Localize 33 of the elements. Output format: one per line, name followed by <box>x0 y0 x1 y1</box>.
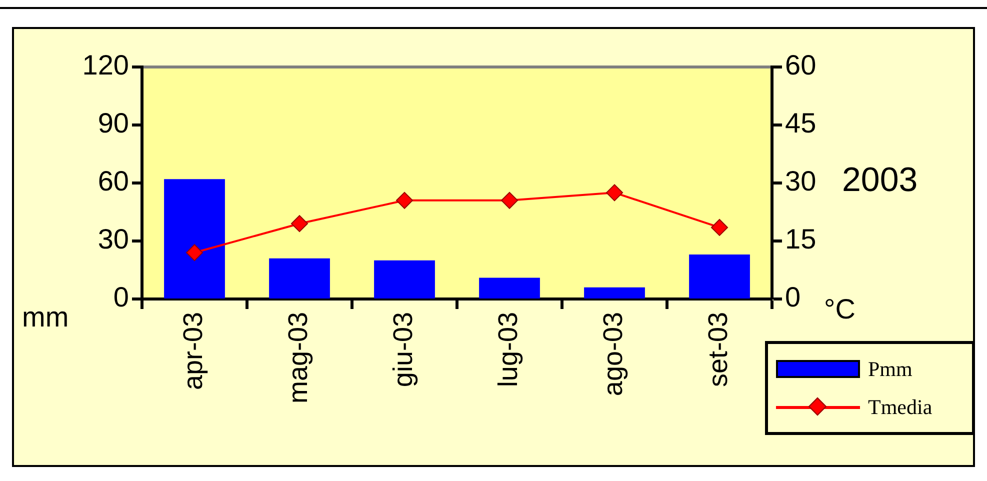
y-tick-label: 60 <box>98 166 129 197</box>
y2-axis-title: °C <box>824 294 856 325</box>
x-tick-label: ago-03 <box>598 312 628 396</box>
y2-tick-label: 0 <box>785 282 801 313</box>
y2-tick-label: 60 <box>785 50 816 81</box>
x-tick-label: lug-03 <box>492 312 523 388</box>
y-tick-label: 0 <box>113 282 129 313</box>
y-tick-label: 30 <box>98 224 129 255</box>
y-axis-title: mm <box>22 302 69 333</box>
bar <box>689 254 750 298</box>
y2-tick-label: 45 <box>785 108 816 139</box>
y2-tick-label: 15 <box>785 224 816 255</box>
bar <box>164 179 225 298</box>
point <box>291 215 308 232</box>
legend-label: Pmm <box>868 356 912 382</box>
point <box>711 218 728 236</box>
point <box>396 192 413 209</box>
x-tick-label: apr-03 <box>178 312 208 390</box>
x-tick-label: mag-03 <box>282 312 313 404</box>
legend-label: Tmedia <box>868 394 932 420</box>
point <box>186 244 203 262</box>
y-tick-label: 120 <box>82 50 129 81</box>
y-tick-label: 90 <box>98 108 129 139</box>
bar <box>374 260 435 298</box>
text: 2003 <box>842 161 918 199</box>
bar <box>479 278 540 298</box>
point <box>501 192 518 209</box>
point <box>606 184 623 202</box>
x-tick-label: giu-03 <box>388 312 418 388</box>
y2-tick-label: 30 <box>785 166 816 197</box>
bar <box>584 287 645 298</box>
bar <box>269 258 330 298</box>
x-tick-label: set-03 <box>702 312 733 388</box>
